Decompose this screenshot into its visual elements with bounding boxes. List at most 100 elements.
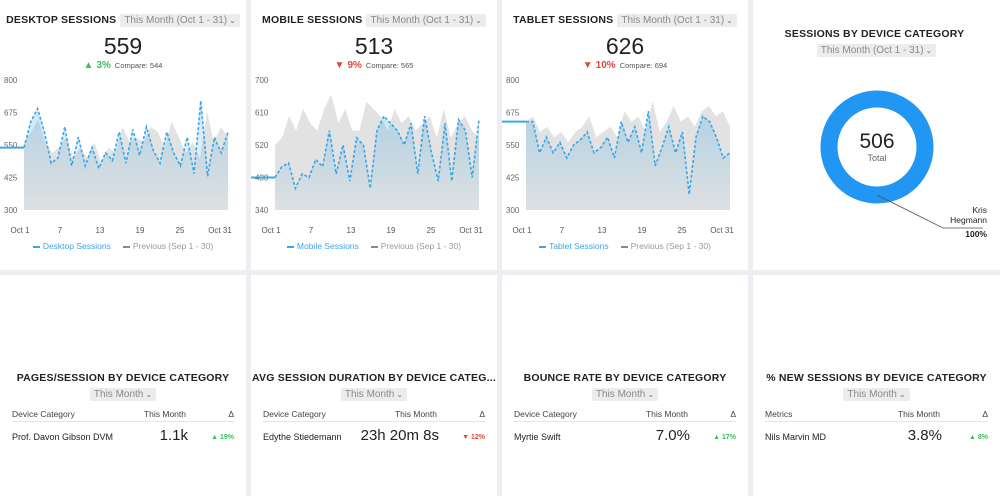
widget-title: AVG SESSION DURATION BY DEVICE CATEG... <box>252 372 496 384</box>
y-tick-label: 425 <box>506 174 520 183</box>
y-tick-label: 800 <box>4 76 18 85</box>
period-dropdown[interactable]: This Month ⌄ <box>340 388 408 401</box>
table-header: Device Category This Month Δ <box>263 406 485 422</box>
column-header-category[interactable]: Device Category <box>12 409 75 419</box>
column-header-category[interactable]: Device Category <box>263 409 326 419</box>
legend-swatch <box>32 245 40 248</box>
column-header-this-month[interactable]: This Month <box>394 409 437 419</box>
period-dropdown[interactable]: This Month ⌄ <box>89 388 157 401</box>
period-label: This Month <box>93 389 144 400</box>
widget-title: MOBILE SESSIONS <box>262 14 363 26</box>
table-row[interactable]: Nils Marvin MD 3.8% ▲ 8% <box>765 422 988 448</box>
widget-title: TABLET SESSIONS <box>513 14 614 26</box>
desktop-sessions-widget: DESKTOP SESSIONS This Month (Oct 1 - 31) ⌄… <box>0 0 246 270</box>
row-value: 7.0% <box>655 427 690 444</box>
period-dropdown[interactable]: This Month (Oct 1 - 31) ⌄ <box>366 14 486 27</box>
legend-current-label: Tablet Sessions <box>549 241 609 251</box>
table-row[interactable]: Myrtie Swift 7.0% ▲ 17% <box>514 422 736 448</box>
y-tick-label: 425 <box>4 174 18 183</box>
y-tick-label: 300 <box>506 206 520 215</box>
period-dropdown[interactable]: This Month (Oct 1 - 31) ⌄ <box>816 44 937 57</box>
period-row: This Month ⌄ <box>251 384 497 402</box>
data-table: Device Category This Month Δ Prof. Davon Gi… <box>12 406 234 448</box>
donut-chart: 506 Total Kris Hegmann 100% <box>820 90 987 239</box>
chevron-down-icon: ⌄ <box>925 46 933 55</box>
row-category-name: Nils Marvin MD <box>765 432 827 442</box>
donut-period-row: This Month (Oct 1 - 31) ⌄ <box>753 40 1000 58</box>
segment-percentage: 100% <box>965 229 987 239</box>
current-series-line[interactable] <box>23 100 229 177</box>
legend-previous[interactable]: Previous (Sep 1 - 30) <box>620 241 711 251</box>
current-series-area <box>275 116 479 210</box>
x-tick-label: 19 <box>638 226 647 235</box>
widget-title: % NEW SESSIONS BY DEVICE CATEGORY <box>766 372 987 384</box>
legend-current[interactable]: Tablet Sessions <box>539 241 609 251</box>
column-header-delta[interactable]: Δ <box>982 409 988 419</box>
period-row: This Month ⌄ <box>0 384 246 402</box>
legend-previous[interactable]: Previous (Sep 1 - 30) <box>370 241 461 251</box>
current-series-area <box>24 100 228 210</box>
row-delta: ▲ 8% <box>969 434 988 441</box>
legend-current[interactable]: Mobile Sessions <box>286 241 359 251</box>
column-header-this-month[interactable]: This Month <box>897 409 940 419</box>
triangle-down-icon: ▼ <box>582 60 593 71</box>
x-tick-label: 13 <box>96 226 105 235</box>
donut-header: SESSIONS BY DEVICE CATEGORY <box>753 24 1000 42</box>
chevron-down-icon: ⌄ <box>647 390 655 399</box>
delta-row: ▼ 10% Compare: 694 <box>502 60 748 71</box>
period-label: This Month <box>847 389 897 400</box>
table-header: Device Category This Month Δ <box>12 406 234 422</box>
column-header-delta[interactable]: Δ <box>730 409 736 419</box>
x-tick-label: 7 <box>560 226 565 235</box>
legend-swatch <box>539 245 547 248</box>
column-header-category[interactable]: Device Category <box>514 409 577 419</box>
x-tick-label: 13 <box>598 226 607 235</box>
row-category-name: Edythe Stiedemann <box>263 432 342 442</box>
legend-swatch <box>370 245 378 248</box>
y-tick-label: 550 <box>506 141 520 150</box>
column-header-this-month[interactable]: This Month <box>143 409 186 419</box>
period-dropdown[interactable]: This Month (Oct 1 - 31) ⌄ <box>120 14 240 27</box>
y-tick-label: 675 <box>4 109 18 118</box>
chevron-down-icon: ⌄ <box>726 16 733 25</box>
current-series-line[interactable] <box>526 111 731 195</box>
legend-current[interactable]: Desktop Sessions <box>32 241 111 251</box>
period-dropdown[interactable]: This Month ⌄ <box>591 388 659 401</box>
triangle-up-icon: ▲ <box>83 60 94 71</box>
period-dropdown[interactable]: This Month ⌄ <box>843 388 910 401</box>
y-tick-label: 700 <box>255 76 269 85</box>
data-table: Device Category This Month Δ Edythe Stiedem… <box>263 406 485 448</box>
compare-value: Compare: 565 <box>365 61 414 70</box>
metric-value: 626 <box>605 33 645 59</box>
current-series-line[interactable] <box>274 114 480 191</box>
widget-title: DESKTOP SESSIONS <box>6 14 117 26</box>
row-category-name: Myrtie Swift <box>514 432 561 442</box>
column-header-delta[interactable]: Δ <box>228 409 234 419</box>
column-header-category[interactable]: Metrics <box>765 409 793 419</box>
row-delta: ▲ 17% <box>713 434 736 441</box>
table-row[interactable]: Edythe Stiedemann 23h 20m 8s ▼ 12% <box>263 422 485 448</box>
sessions-chart: 300 425 550 675 800 Oct 1 7 13 19 25 Oct 31 <box>502 76 734 235</box>
widget-title: SESSIONS BY DEVICE CATEGORY <box>784 28 965 40</box>
period-label: This Month (Oct 1 - 31) <box>124 15 228 26</box>
legend-previous[interactable]: Previous (Sep 1 - 30) <box>122 241 213 251</box>
legend-swatch <box>620 245 628 248</box>
table-row[interactable]: Prof. Davon Gibson DVM 1.1k ▲ 19% <box>12 422 234 448</box>
column-header-this-month[interactable]: This Month <box>645 409 688 419</box>
y-tick-label: 550 <box>4 141 18 150</box>
delta-row: ▼ 9% Compare: 565 <box>251 60 497 71</box>
chevron-down-icon: ⌄ <box>396 390 404 399</box>
mobile-sessions-widget: MOBILE SESSIONS This Month (Oct 1 - 31) ⌄ 5… <box>251 0 497 270</box>
period-dropdown[interactable]: This Month (Oct 1 - 31) ⌄ <box>617 14 737 27</box>
x-tick-label: Oct 31 <box>208 226 232 235</box>
donut-leader-line <box>876 194 983 229</box>
widget-header: % NEW SESSIONS BY DEVICE CATEGORY <box>753 368 1000 386</box>
segment-label-line2: Hegmann <box>950 215 987 225</box>
widget-header: AVG SESSION DURATION BY DEVICE CATEG... <box>251 368 497 386</box>
column-header-delta[interactable]: Δ <box>479 409 485 419</box>
delta-row: ▲ 3% Compare: 544 <box>0 60 246 71</box>
x-tick-label: 25 <box>176 226 185 235</box>
widget-header: MOBILE SESSIONS This Month (Oct 1 - 31) ⌄ <box>251 10 497 28</box>
x-tick-label: Oct 1 <box>512 226 532 235</box>
